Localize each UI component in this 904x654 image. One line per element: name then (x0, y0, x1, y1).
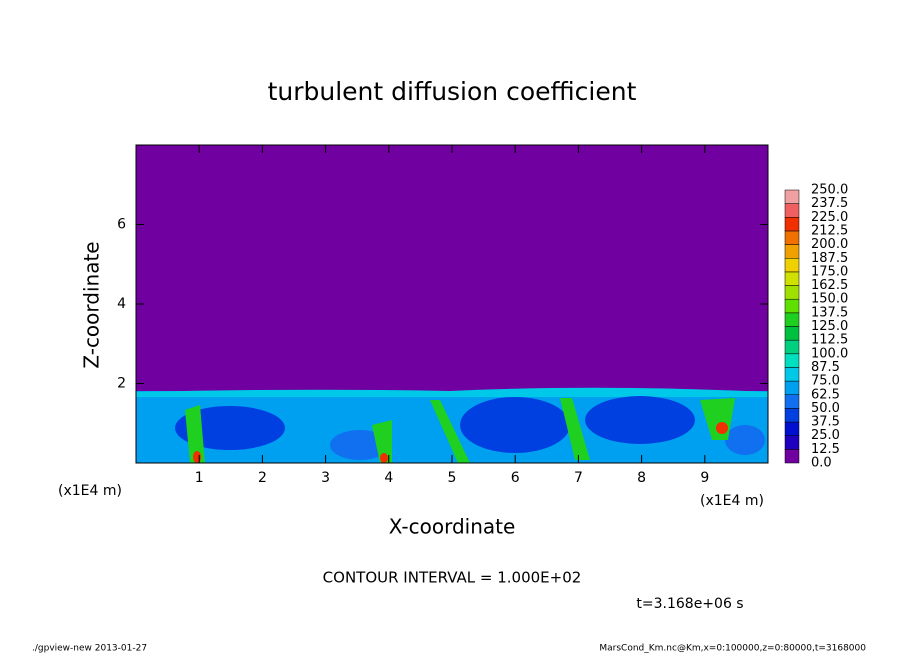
field-plume (185, 405, 205, 463)
colorbar-cell (784, 435, 800, 450)
y-axis-label: Z-coordinate (80, 241, 104, 368)
colorbar-cell (784, 380, 800, 396)
colorbar-cell (784, 339, 800, 355)
colorbar-label: 0.0 (811, 456, 832, 471)
field-plume (560, 398, 590, 460)
x-tick-label: 1 (195, 470, 204, 486)
field-eddy (725, 425, 765, 455)
colorbar-cell (784, 449, 800, 464)
colorbar-cell (784, 244, 800, 259)
field (136, 145, 768, 463)
colorbar-cell (784, 271, 800, 286)
contour-interval: CONTOUR INTERVAL = 1.000E+02 (323, 569, 582, 587)
colorbar-cell (784, 421, 800, 436)
field-peak (380, 453, 388, 463)
y-tick-label: 6 (117, 217, 126, 233)
field-eddy (460, 397, 570, 453)
field-peak (716, 422, 728, 434)
x-axis-label: X-coordinate (389, 515, 516, 539)
colorbar-label: 225.0 (811, 210, 848, 225)
colorbar-label: 50.0 (811, 401, 840, 416)
colorbar-cell (784, 230, 800, 245)
colorbar-cell (784, 285, 800, 300)
x-unit: (x1E4 m) (58, 483, 122, 499)
x-tick-label: 2 (258, 470, 267, 486)
colorbar-label: 187.5 (811, 251, 848, 266)
colorbar-label: 112.5 (811, 333, 848, 348)
colorbar-label: 137.5 (811, 305, 848, 320)
colorbar-cell (784, 408, 800, 423)
colorbar-cell (784, 367, 800, 382)
x-tick-label: 5 (448, 470, 457, 486)
colorbar-cell (784, 217, 800, 232)
colorbar-label: 237.5 (811, 196, 848, 211)
colorbar-label: 62.5 (811, 387, 840, 402)
colorbar-label: 25.0 (811, 428, 840, 443)
colorbar-label: 175.0 (811, 264, 848, 279)
colorbar-label: 75.0 (811, 374, 840, 389)
field-plume (430, 400, 470, 463)
colorbar-label: 87.5 (811, 360, 840, 375)
x-tick-label: 6 (511, 470, 520, 486)
colorbar-label: 150.0 (811, 292, 848, 307)
colorbar-cell (784, 298, 800, 314)
x-unit-right: (x1E4 m) (700, 493, 764, 509)
colorbar-label: 100.0 (811, 346, 848, 361)
colorbar-cell (784, 203, 800, 218)
colorbar-cell (784, 394, 800, 409)
colorbar-label: 250.0 (811, 183, 848, 198)
y-tick-label: 2 (117, 376, 126, 392)
colorbar-cell (784, 258, 800, 273)
x-tick-label: 8 (637, 470, 646, 486)
field-peak (193, 451, 201, 463)
footer-right: MarsCond_Km.nc@Km,x=0:100000,z=0:80000,t… (599, 644, 866, 654)
colorbar-label: 37.5 (811, 415, 840, 430)
field-plume (372, 420, 392, 463)
colorbar-label: 200.0 (811, 237, 848, 252)
y-tick-label: 4 (117, 296, 126, 312)
colorbar-cell (784, 189, 800, 204)
field-eddy (585, 396, 695, 444)
colorbar-cell (784, 326, 800, 341)
time-label: t=3.168e+06 s (636, 596, 743, 612)
x-tick-label: 3 (321, 470, 330, 486)
colorbar-label: 212.5 (811, 223, 848, 238)
colorbar-cell (784, 312, 800, 327)
field-edge (136, 387, 768, 397)
footer-left: ./gpview-new 2013-01-27 (32, 644, 147, 654)
chart-title: turbulent diffusion coefficient (268, 77, 637, 106)
colorbar-label: 12.5 (811, 442, 840, 457)
colorbar-cell (784, 353, 800, 368)
colorbar-label: 125.0 (811, 319, 848, 334)
colorbar-label: 162.5 (811, 278, 848, 293)
x-tick-label: 4 (384, 470, 393, 486)
x-tick-label: 9 (700, 470, 709, 486)
x-tick-label: 7 (574, 470, 583, 486)
